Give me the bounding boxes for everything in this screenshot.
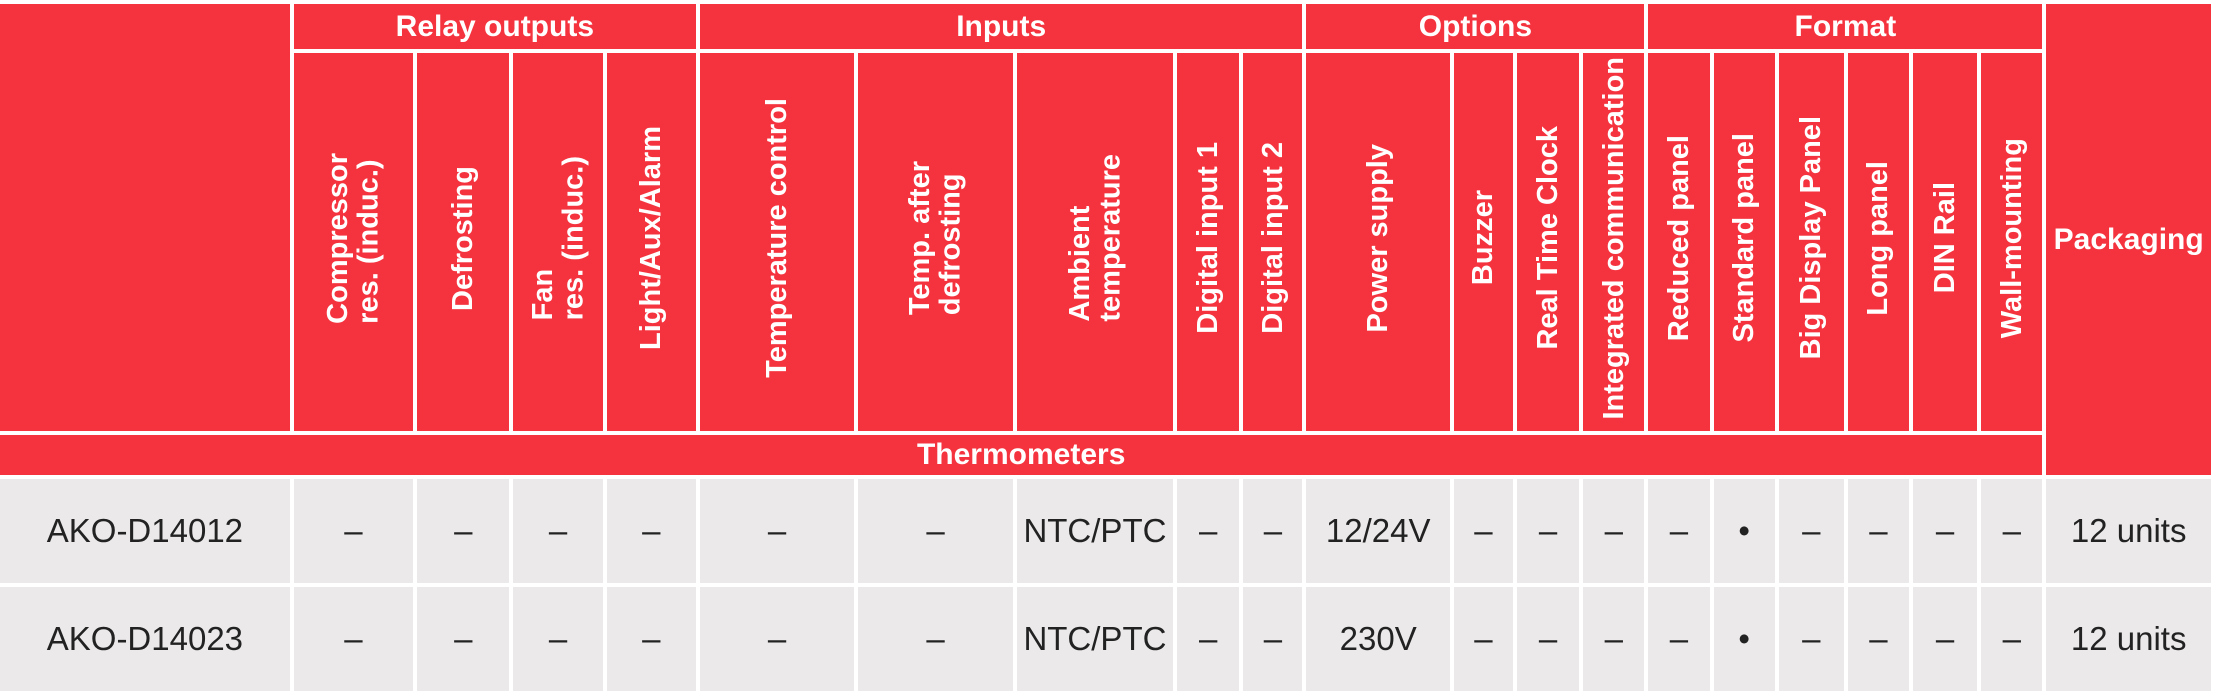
column-header: Ambient temperature [1063,154,1126,322]
data-cell: – [513,479,603,583]
column-header-row: Compressor res. (induc.) Defrosting Fan re… [0,53,2211,431]
column-header: Long panel [1862,160,1895,316]
data-cell: – [1453,479,1514,583]
column-header: Fan res. (induc.) [526,155,589,321]
column-header-cell: Real Time Clock [1517,53,1580,431]
column-header-cell: Long panel [1847,53,1909,431]
column-header: Standard panel [1727,133,1760,343]
data-cell: – [1778,587,1844,691]
data-cell: – [1913,587,1978,691]
section-row: Thermometers [0,435,2211,475]
group-header-row: Relay outputs Inputs Options Format Packagin… [0,4,2211,475]
group-header: Format [1648,4,2043,49]
data-cell: NTC/PTC [1016,479,1174,583]
column-header: Digital input 1 [1192,142,1225,334]
data-cell: – [1981,479,2043,583]
data-cell: – [1453,587,1514,691]
column-header: Reduced panel [1662,134,1695,342]
column-header: Defrosting [447,165,480,311]
data-cell: – [513,587,603,691]
data-cell: – [1913,479,1978,583]
corner-cell [0,4,290,431]
column-header: Wall-mounting [1995,137,2028,339]
data-cell: • [1713,479,1775,583]
data-cell: – [1981,587,2043,691]
data-cell: – [1517,479,1580,583]
column-header: Buzzer [1467,190,1500,286]
data-cell: – [417,479,510,583]
group-header: Options [1306,4,1645,49]
data-cell: – [1517,587,1580,691]
data-cell: – [1243,587,1303,691]
column-header: Compressor res. (induc.) [322,152,385,324]
column-header-cell: Fan res. (induc.) [513,53,603,431]
column-header: Real Time Clock [1531,126,1564,350]
column-header-cell: Wall-mounting [1981,53,2043,431]
data-cell: – [293,479,414,583]
column-header: Integrated communication [1597,56,1630,420]
data-cell: NTC/PTC [1016,587,1174,691]
column-header-cell: Digital input 2 [1243,53,1303,431]
column-header-cell: Integrated communication [1583,53,1645,431]
data-cell: – [1583,479,1645,583]
column-header: Temp. after defrosting [904,160,967,316]
column-header: Light/Aux/Alarm [635,126,668,350]
data-cell: • [1713,587,1775,691]
column-header-cell: Big Display Panel [1778,53,1844,431]
model-cell: AKO-D14023 [0,587,290,691]
model-cell: AKO-D14012 [0,479,290,583]
column-header-cell: Reduced panel [1648,53,1710,431]
data-cell: – [699,587,855,691]
data-cell: – [699,479,855,583]
column-header: DIN Rail [1928,182,1961,294]
data-cell: – [417,587,510,691]
data-cell: – [858,479,1013,583]
section-header: Thermometers [0,435,2043,475]
column-header-cell: Light/Aux/Alarm [606,53,696,431]
column-header-cell: DIN Rail [1913,53,1978,431]
data-cell: – [293,587,414,691]
column-header-cell: Defrosting [417,53,510,431]
group-header: Relay outputs [293,4,696,49]
data-cell: – [1583,587,1645,691]
data-cell: – [1648,587,1710,691]
group-header: Inputs [699,4,1303,49]
column-header-cell: Digital input 1 [1177,53,1240,431]
data-cell: – [1243,479,1303,583]
column-header-cell: Temp. after defrosting [858,53,1013,431]
column-header-cell: Compressor res. (induc.) [293,53,414,431]
column-header-cell: Power supply [1306,53,1450,431]
column-header-cell: Temperature control [699,53,855,431]
data-cell: – [1847,587,1909,691]
column-header-cell: Standard panel [1713,53,1775,431]
data-row: AKO-D14012– – – – – – NTC/PTC – –12/24V – – – – • – – – –… [0,479,2211,583]
column-header: Digital input 2 [1256,142,1289,334]
data-cell: – [1778,479,1844,583]
column-header: Power supply [1361,143,1394,333]
column-header-cell: Buzzer [1453,53,1514,431]
column-header: Temperature control [760,98,793,378]
data-cell: – [1177,587,1240,691]
data-cell: 12/24V [1306,479,1450,583]
data-cell: 230V [1306,587,1450,691]
data-cell: – [606,479,696,583]
data-cell: – [1648,479,1710,583]
data-cell: – [1177,479,1240,583]
column-header-cell: Ambient temperature [1016,53,1174,431]
packaging-cell: 12 units [2046,479,2211,583]
data-cell: – [1847,479,1909,583]
data-row: AKO-D14023– – – – – – NTC/PTC – –230V – – – – • – – – –12… [0,587,2211,691]
column-header: Big Display Panel [1795,116,1828,360]
data-cell: – [606,587,696,691]
data-cell: – [858,587,1013,691]
packaging-header: Packaging [2046,4,2211,475]
packaging-cell: 12 units [2046,587,2211,691]
